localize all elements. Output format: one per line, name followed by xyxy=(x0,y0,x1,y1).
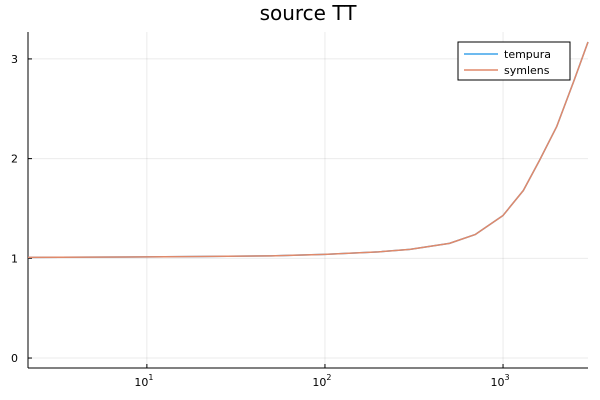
legend-label: tempura xyxy=(504,48,551,61)
legend-box xyxy=(457,41,571,81)
legend: tempura symlens xyxy=(457,41,571,81)
series-line-symlens xyxy=(27,41,589,259)
y-tick-label: 3 xyxy=(11,53,18,66)
series-layer xyxy=(27,41,589,259)
legend-label: symlens xyxy=(504,64,550,77)
x-tick-label: 103 xyxy=(490,373,509,389)
y-tick-label: 2 xyxy=(11,153,18,166)
y-tick-label: 0 xyxy=(11,352,18,365)
x-tick-label: 102 xyxy=(312,373,331,389)
axis-layer: 101 102 103 0 1 2 3 xyxy=(11,32,588,389)
grid-layer xyxy=(28,32,588,368)
y-tick-label: 1 xyxy=(11,252,18,265)
x-tick-label: 101 xyxy=(134,373,153,389)
chart-title: source TT xyxy=(260,1,358,25)
